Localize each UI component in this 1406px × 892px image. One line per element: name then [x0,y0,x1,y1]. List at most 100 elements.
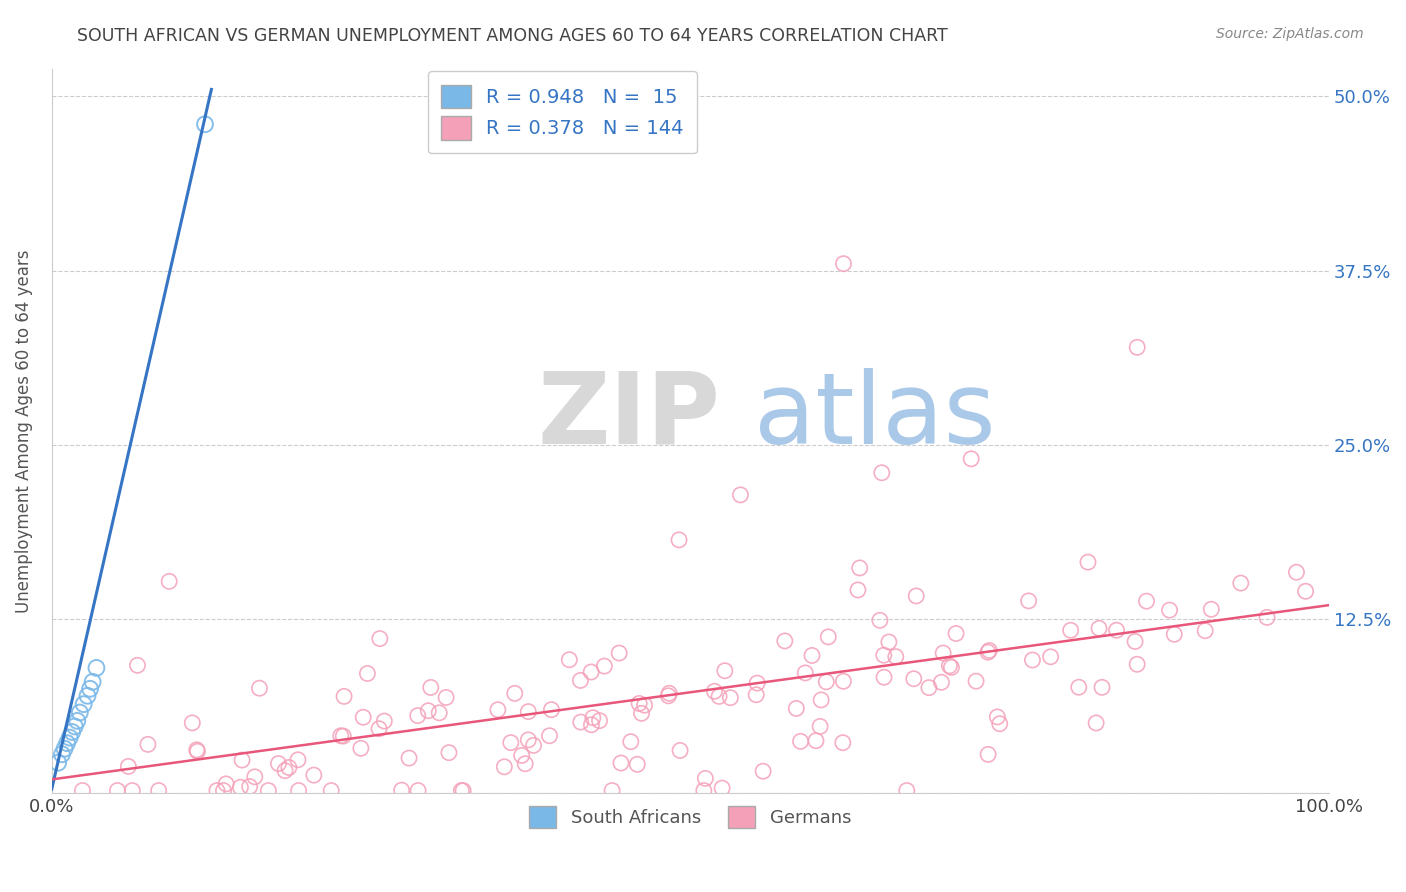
Point [1126,340,1149,354]
Point [499,736,522,750]
Point [873,648,896,662]
Point [186,743,208,757]
Point [257,783,280,797]
Point [79,681,101,696]
Point [711,781,734,796]
Point [785,701,807,715]
Point [437,746,460,760]
Point [450,783,472,797]
Point [391,783,413,797]
Point [931,675,953,690]
Point [333,690,356,704]
Point [808,719,831,733]
Point [249,681,271,696]
Text: SOUTH AFRICAN VS GERMAN UNEMPLOYMENT AMONG AGES 60 TO 64 YEARS CORRELATION CHART: SOUTH AFRICAN VS GERMAN UNEMPLOYMENT AMO… [77,27,948,45]
Point [522,739,544,753]
Point [107,783,129,797]
Legend: South Africans, Germans: South Africans, Germans [522,798,859,835]
Point [896,783,918,797]
Point [703,684,725,698]
Point [494,760,516,774]
Point [127,658,149,673]
Point [1059,624,1081,638]
Point [831,736,853,750]
Point [581,718,603,732]
Point [1018,594,1040,608]
Point [626,757,648,772]
Point [801,648,824,663]
Point [832,257,855,271]
Point [789,734,811,748]
Point [965,674,987,689]
Point [905,589,928,603]
Point [832,674,855,689]
Point [186,744,208,758]
Point [419,681,441,695]
Point [406,708,429,723]
Point [794,665,817,680]
Point [53,741,76,756]
Point [510,748,533,763]
Point [658,686,681,700]
Point [903,672,925,686]
Point [941,660,963,674]
Point [1021,653,1043,667]
Point [82,674,104,689]
Point [63,719,86,733]
Point [205,783,228,797]
Point [517,732,540,747]
Point [356,666,378,681]
Point [267,756,290,771]
Point [60,725,83,739]
Point [229,780,252,795]
Point [1194,624,1216,638]
Point [215,777,238,791]
Point [918,681,941,695]
Text: atlas: atlas [754,368,995,465]
Text: Source: ZipAtlas.com: Source: ZipAtlas.com [1216,27,1364,41]
Point [873,670,896,684]
Point [945,626,967,640]
Point [620,735,643,749]
Point [1088,621,1111,635]
Point [745,688,768,702]
Point [287,753,309,767]
Point [274,764,297,778]
Point [66,714,89,728]
Point [368,632,391,646]
Point [669,743,692,757]
Point [515,756,537,771]
Point [773,634,796,648]
Point [277,760,299,774]
Point [657,689,679,703]
Point [86,661,108,675]
Point [287,783,309,797]
Point [977,747,1000,762]
Point [212,783,235,797]
Point [693,783,716,797]
Point [1091,681,1114,695]
Point [1077,555,1099,569]
Point [810,693,832,707]
Point [1229,576,1251,591]
Point [148,783,170,797]
Point [1295,584,1317,599]
Point [136,737,159,751]
Point [628,697,651,711]
Point [938,658,960,673]
Point [76,689,98,703]
Point [846,582,869,597]
Point [718,690,741,705]
Point [1039,649,1062,664]
Point [194,117,217,131]
Point [747,676,769,690]
Point [434,690,457,705]
Point [46,756,69,770]
Point [368,722,391,736]
Point [243,770,266,784]
Y-axis label: Unemployment Among Ages 60 to 64 years: Unemployment Among Ages 60 to 64 years [15,249,32,613]
Point [610,756,633,770]
Point [329,729,352,743]
Point [332,729,354,743]
Point [869,613,891,627]
